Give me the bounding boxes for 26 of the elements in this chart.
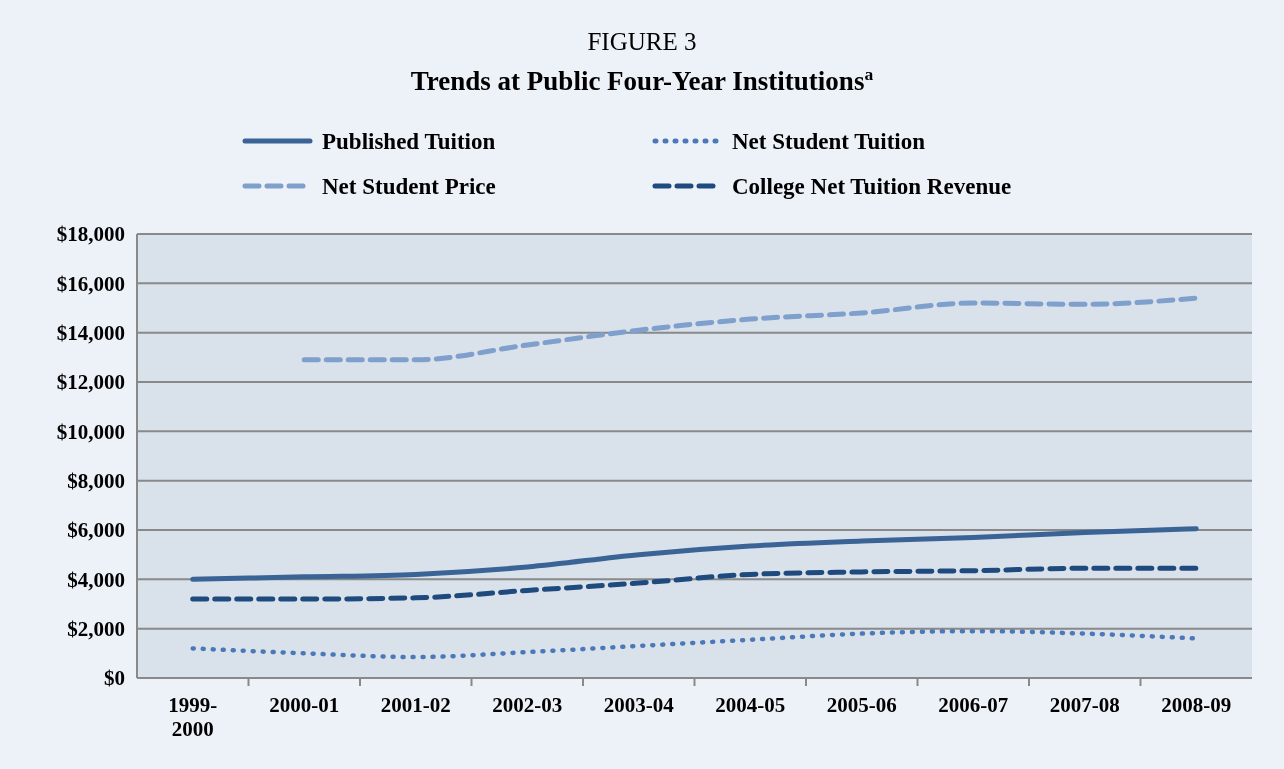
y-tick-label: $18,000 [56,222,125,247]
y-tick-label: $14,000 [56,321,125,346]
x-tick-label: 2005-06 [826,693,897,717]
x-tick-label: 2007-08 [1049,693,1120,717]
x-tick-label: 1999-2000 [168,693,218,741]
x-tick-label: 2002-03 [492,693,563,717]
x-tick-label: 2000-01 [269,693,340,717]
y-tick-label: $4,000 [67,567,125,592]
x-tick-label: 2004-05 [715,693,786,717]
legend-label: Net Student Tuition [732,129,926,155]
y-tick-label: $10,000 [56,419,125,444]
x-tick-label: 2003-04 [603,693,675,717]
x-tick-label: 2006-07 [938,693,1009,717]
legend-label: Published Tuition [322,129,496,155]
y-tick-label: $16,000 [56,271,125,296]
y-tick-label: $8,000 [67,469,125,494]
chart-subtitle: Trends at Public Four-Year Institutions$^{a}$ [410,64,874,96]
y-tick-label: $0 [104,666,125,691]
y-tick-label: $6,000 [67,518,125,543]
legend-label: Net Student Price [322,174,496,200]
y-tick-label: $12,000 [56,370,125,395]
y-tick-label: $2,000 [67,617,125,642]
x-tick-label: 2001-02 [380,693,451,717]
legend-label: College Net Tuition Revenue [732,174,1012,200]
chart-title: FIGURE 3 [587,28,697,55]
x-tick-label: 2008-09 [1161,693,1232,717]
